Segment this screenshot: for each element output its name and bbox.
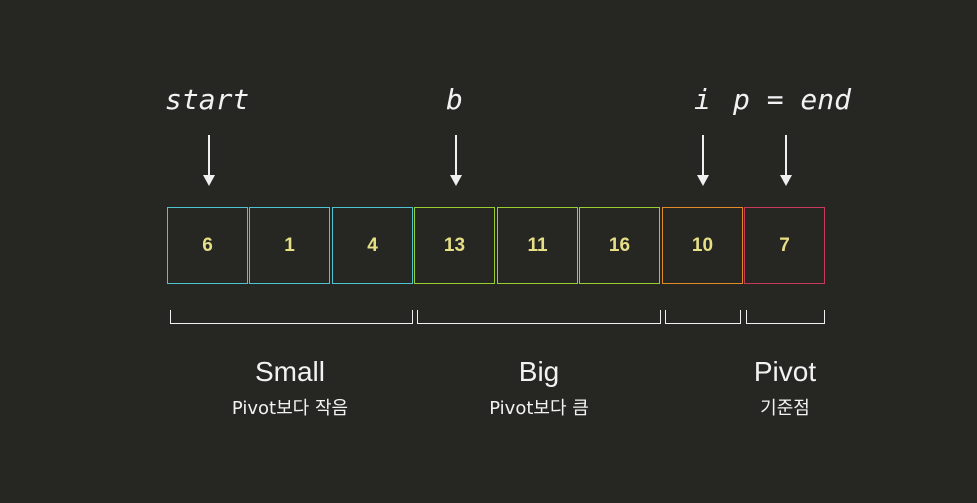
array-cell: 11 <box>497 207 578 284</box>
group-small: Small Pivot보다 작음 <box>190 356 390 420</box>
pointer-p-end-label: p = end <box>733 83 852 116</box>
group-pivot-subtitle: 기준점 <box>760 398 810 419</box>
group-big-title: Big <box>518 356 560 387</box>
array-cell: 7 <box>744 207 825 284</box>
group-big: Big Pivot보다 큼 <box>439 356 639 420</box>
group-pivot-title: Pivot <box>753 356 817 387</box>
pointer-start-label: start <box>165 83 250 116</box>
group-small-subtitle: Pivot보다 작음 <box>231 398 349 419</box>
arrow-down-icon <box>450 135 462 186</box>
array-cell: 10 <box>662 207 743 284</box>
group-small-title: Small <box>254 356 325 387</box>
pointer-i-label: i <box>694 83 711 116</box>
array-cell: 4 <box>332 207 413 284</box>
group-big-subtitle: Pivot보다 큼 <box>489 398 589 419</box>
arrow-down-icon <box>780 135 792 186</box>
bracket-pivot <box>746 310 825 324</box>
bracket-big <box>417 310 661 324</box>
array-cell: 6 <box>167 207 248 284</box>
arrow-down-icon <box>697 135 709 186</box>
array-cell: 16 <box>579 207 660 284</box>
pointer-b-label: b <box>446 83 463 116</box>
bracket-i <box>665 310 741 324</box>
array-cell: 13 <box>414 207 495 284</box>
group-pivot: Pivot 기준점 <box>705 356 865 420</box>
arrow-down-icon <box>203 135 215 186</box>
array-cell: 1 <box>249 207 330 284</box>
bracket-small <box>170 310 413 324</box>
